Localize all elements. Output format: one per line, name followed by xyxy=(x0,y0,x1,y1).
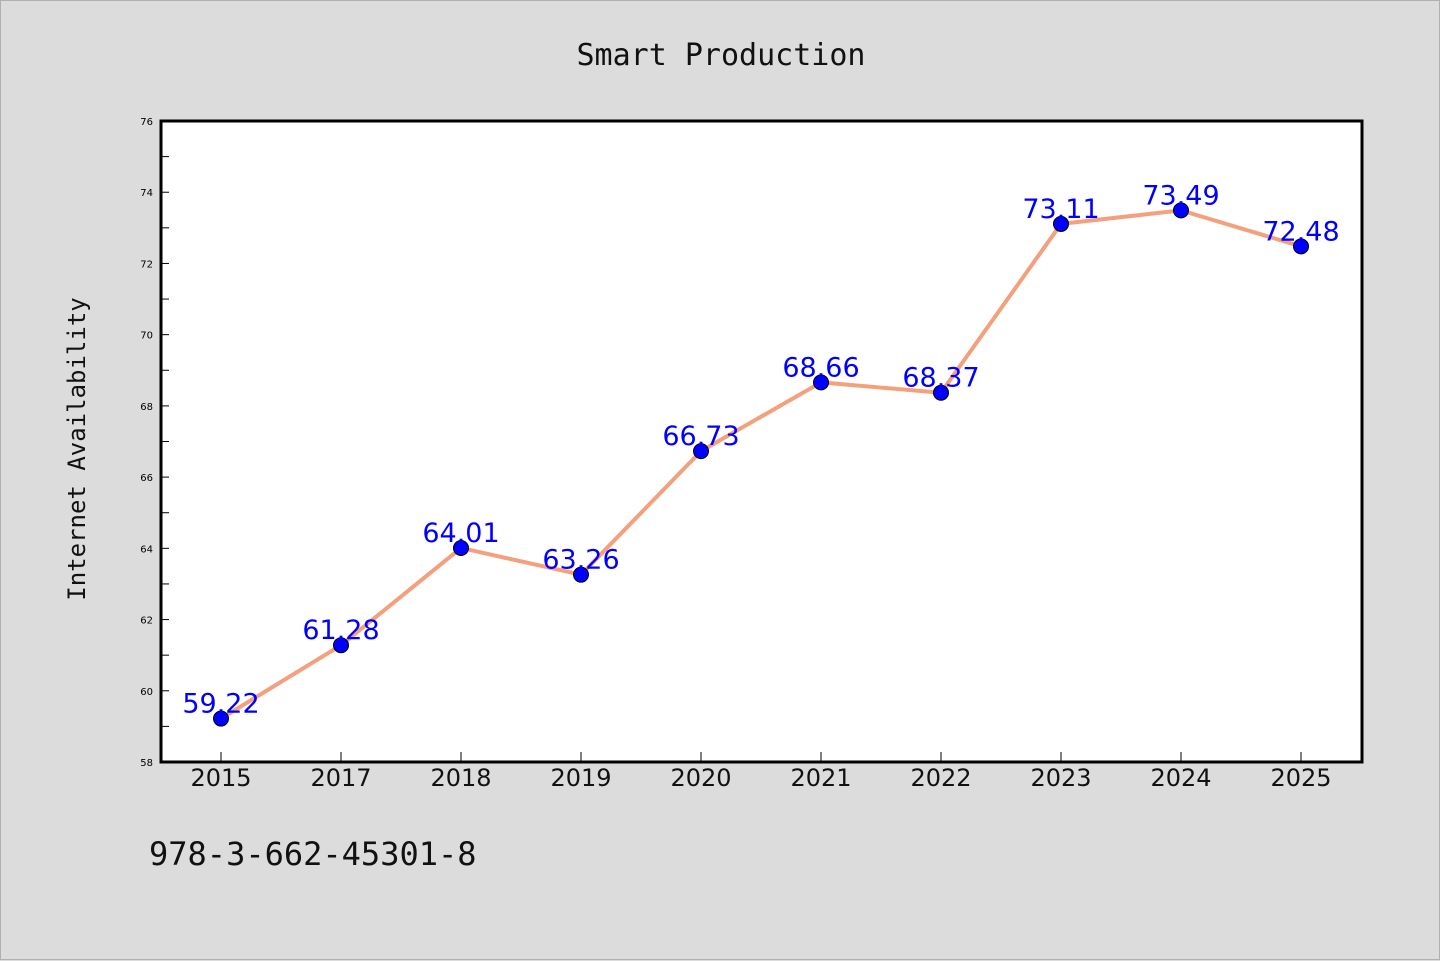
y-tick-label: 74 xyxy=(140,188,153,199)
y-tick-label: 70 xyxy=(140,331,153,342)
x-tick-label: 2020 xyxy=(670,764,731,792)
data-value-label: 68.66 xyxy=(782,352,859,383)
y-tick-label: 68 xyxy=(140,402,153,413)
plot-frame xyxy=(159,119,1364,764)
data-value-label: 61.28 xyxy=(302,615,379,646)
data-value-label: 68.37 xyxy=(902,363,979,394)
data-value-label: 73.49 xyxy=(1142,180,1219,211)
data-value-label: 72.48 xyxy=(1262,216,1339,247)
data-point-marker xyxy=(573,566,589,583)
x-tick-label: 2021 xyxy=(790,764,851,792)
chart-title: Smart Production xyxy=(577,38,866,73)
y-tick-label: 58 xyxy=(140,758,153,769)
x-tick-label: 2025 xyxy=(1270,764,1331,792)
data-value-label: 64.01 xyxy=(422,518,499,549)
data-value-label: 73.11 xyxy=(1022,194,1099,225)
y-tick-label: 62 xyxy=(140,616,153,627)
y-tick-label: 60 xyxy=(140,687,153,698)
x-tick-label: 2023 xyxy=(1030,764,1091,792)
x-tick-label: 2022 xyxy=(910,764,971,792)
y-tick-label: 76 xyxy=(140,117,153,128)
data-point-marker xyxy=(333,637,349,654)
data-point-marker xyxy=(813,374,829,391)
x-tick-label: 2019 xyxy=(550,764,611,792)
x-tick-label: 2015 xyxy=(190,764,251,792)
y-tick-label: 72 xyxy=(140,259,153,270)
footnote-isbn: 978-3-662-45301-8 xyxy=(149,835,477,873)
data-point-marker xyxy=(1053,215,1069,232)
series-line xyxy=(219,208,1302,721)
data-point-marker xyxy=(1173,202,1189,219)
data-point-marker xyxy=(1293,238,1309,255)
x-axis-ticks: 2015 2017 2018 2019 2020 2021 2022 2023 2024 2025 xyxy=(190,752,1332,792)
y-axis-label: Internet Availability xyxy=(63,297,91,600)
data-point-marker xyxy=(213,710,229,727)
data-markers xyxy=(213,202,1309,727)
data-labels: 59.22 61.28 64.01 63.26 66.73 68.66 68.37 73.11… xyxy=(182,180,1339,719)
y-tick-label: 66 xyxy=(140,473,153,484)
data-point-marker xyxy=(453,539,469,556)
data-point-marker xyxy=(693,443,709,460)
data-point-marker xyxy=(933,384,949,401)
x-tick-label: 2017 xyxy=(310,764,371,792)
data-value-label: 66.73 xyxy=(662,421,739,452)
x-tick-label: 2024 xyxy=(1150,764,1211,792)
data-value-label: 63.26 xyxy=(542,545,619,576)
data-value-label: 59.22 xyxy=(182,689,259,720)
x-tick-label: 2018 xyxy=(430,764,491,792)
y-tick-label: 64 xyxy=(140,544,153,555)
plot-area xyxy=(161,121,1362,762)
